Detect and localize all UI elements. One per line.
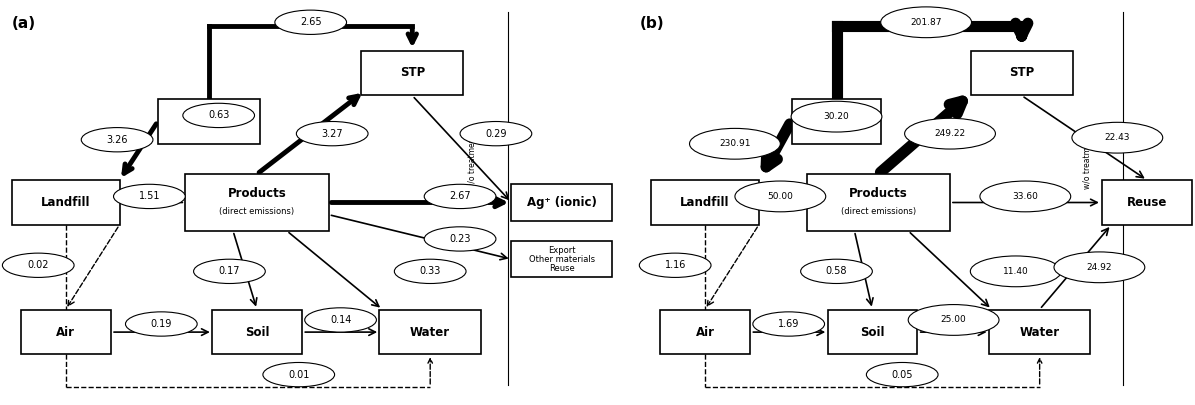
Circle shape bbox=[2, 253, 74, 277]
Circle shape bbox=[275, 10, 347, 34]
Bar bbox=[791, 99, 881, 144]
Text: 2.65: 2.65 bbox=[300, 17, 321, 27]
Text: 0.05: 0.05 bbox=[891, 370, 913, 379]
Circle shape bbox=[970, 256, 1061, 287]
Bar bbox=[22, 310, 110, 354]
Bar bbox=[361, 51, 462, 95]
Text: Air: Air bbox=[56, 326, 75, 339]
Circle shape bbox=[1072, 122, 1163, 153]
Text: 1.16: 1.16 bbox=[664, 260, 686, 270]
Bar bbox=[807, 174, 950, 231]
Bar bbox=[660, 310, 750, 354]
Text: 33.60: 33.60 bbox=[1012, 192, 1038, 201]
Text: w/o treatment: w/o treatment bbox=[1083, 135, 1092, 189]
Text: Reuse: Reuse bbox=[549, 264, 575, 273]
Circle shape bbox=[424, 227, 496, 251]
Circle shape bbox=[394, 259, 466, 283]
Text: 30.20: 30.20 bbox=[823, 112, 850, 121]
Text: Air: Air bbox=[695, 326, 715, 339]
Text: 201.87: 201.87 bbox=[911, 18, 942, 27]
Text: (b): (b) bbox=[639, 16, 664, 31]
Bar bbox=[511, 184, 612, 221]
Text: 24.92: 24.92 bbox=[1086, 263, 1113, 272]
Text: 0.19: 0.19 bbox=[151, 319, 172, 329]
Text: Ag⁺ (ionic): Ag⁺ (ionic) bbox=[527, 196, 596, 209]
Text: Water: Water bbox=[1019, 326, 1060, 339]
Circle shape bbox=[114, 184, 185, 209]
Text: w/o treatment: w/o treatment bbox=[467, 135, 477, 189]
Text: 249.22: 249.22 bbox=[934, 129, 966, 138]
Circle shape bbox=[81, 128, 153, 152]
Text: 0.33: 0.33 bbox=[419, 266, 441, 276]
Text: 50.00: 50.00 bbox=[767, 192, 793, 201]
Text: WIP: WIP bbox=[196, 115, 222, 128]
Circle shape bbox=[639, 253, 711, 277]
Bar bbox=[827, 310, 917, 354]
Text: 230.91: 230.91 bbox=[719, 139, 750, 148]
Text: (a): (a) bbox=[12, 16, 36, 31]
Text: 1.51: 1.51 bbox=[139, 192, 160, 201]
Text: 0.29: 0.29 bbox=[485, 129, 507, 139]
Text: 2.67: 2.67 bbox=[449, 192, 471, 201]
Text: 0.58: 0.58 bbox=[826, 266, 847, 276]
Text: 25.00: 25.00 bbox=[940, 315, 967, 324]
Text: 0.14: 0.14 bbox=[330, 315, 351, 325]
Text: Soil: Soil bbox=[245, 326, 269, 339]
Circle shape bbox=[881, 7, 972, 38]
Bar bbox=[970, 51, 1073, 95]
Bar bbox=[380, 310, 480, 354]
Circle shape bbox=[305, 308, 376, 332]
Bar bbox=[989, 310, 1090, 354]
Text: 3.27: 3.27 bbox=[321, 129, 343, 139]
Circle shape bbox=[980, 181, 1071, 212]
Text: 11.40: 11.40 bbox=[1003, 267, 1029, 276]
Text: WIP: WIP bbox=[823, 115, 850, 128]
Text: 0.63: 0.63 bbox=[208, 111, 229, 120]
Circle shape bbox=[690, 128, 780, 159]
Text: 1.69: 1.69 bbox=[778, 319, 799, 329]
Circle shape bbox=[866, 362, 938, 387]
Bar bbox=[651, 180, 759, 225]
Text: Products: Products bbox=[227, 187, 287, 200]
Text: Soil: Soil bbox=[860, 326, 884, 339]
Circle shape bbox=[1054, 252, 1145, 283]
Text: 0.17: 0.17 bbox=[219, 266, 240, 276]
Circle shape bbox=[753, 312, 825, 336]
Text: Water: Water bbox=[410, 326, 451, 339]
Circle shape bbox=[194, 259, 265, 283]
Bar bbox=[212, 310, 301, 354]
Text: Landfill: Landfill bbox=[41, 196, 91, 209]
Text: Export: Export bbox=[547, 246, 576, 255]
Bar bbox=[12, 180, 120, 225]
Circle shape bbox=[296, 122, 368, 146]
Text: 0.01: 0.01 bbox=[288, 370, 310, 379]
Circle shape bbox=[791, 101, 882, 132]
Text: 22.43: 22.43 bbox=[1104, 133, 1130, 142]
Circle shape bbox=[735, 181, 826, 212]
Text: 3.26: 3.26 bbox=[106, 135, 128, 145]
Text: (direct emissions): (direct emissions) bbox=[220, 207, 294, 216]
Circle shape bbox=[801, 259, 872, 283]
Circle shape bbox=[908, 305, 999, 335]
Circle shape bbox=[905, 118, 995, 149]
Text: 0.23: 0.23 bbox=[449, 234, 471, 244]
Circle shape bbox=[263, 362, 335, 387]
Circle shape bbox=[424, 184, 496, 209]
Circle shape bbox=[183, 103, 255, 128]
Text: STP: STP bbox=[1009, 66, 1035, 79]
Bar bbox=[511, 241, 612, 277]
Text: (direct emissions): (direct emissions) bbox=[841, 207, 915, 216]
Text: Landfill: Landfill bbox=[680, 196, 730, 209]
Text: Other materials: Other materials bbox=[528, 255, 595, 264]
Bar bbox=[158, 99, 259, 144]
Text: STP: STP bbox=[399, 66, 425, 79]
Text: 0.02: 0.02 bbox=[27, 260, 49, 270]
Circle shape bbox=[125, 312, 197, 336]
Bar bbox=[1102, 180, 1191, 225]
Circle shape bbox=[460, 122, 532, 146]
Text: Reuse: Reuse bbox=[1127, 196, 1168, 209]
Bar bbox=[185, 174, 329, 231]
Text: Products: Products bbox=[848, 187, 908, 200]
